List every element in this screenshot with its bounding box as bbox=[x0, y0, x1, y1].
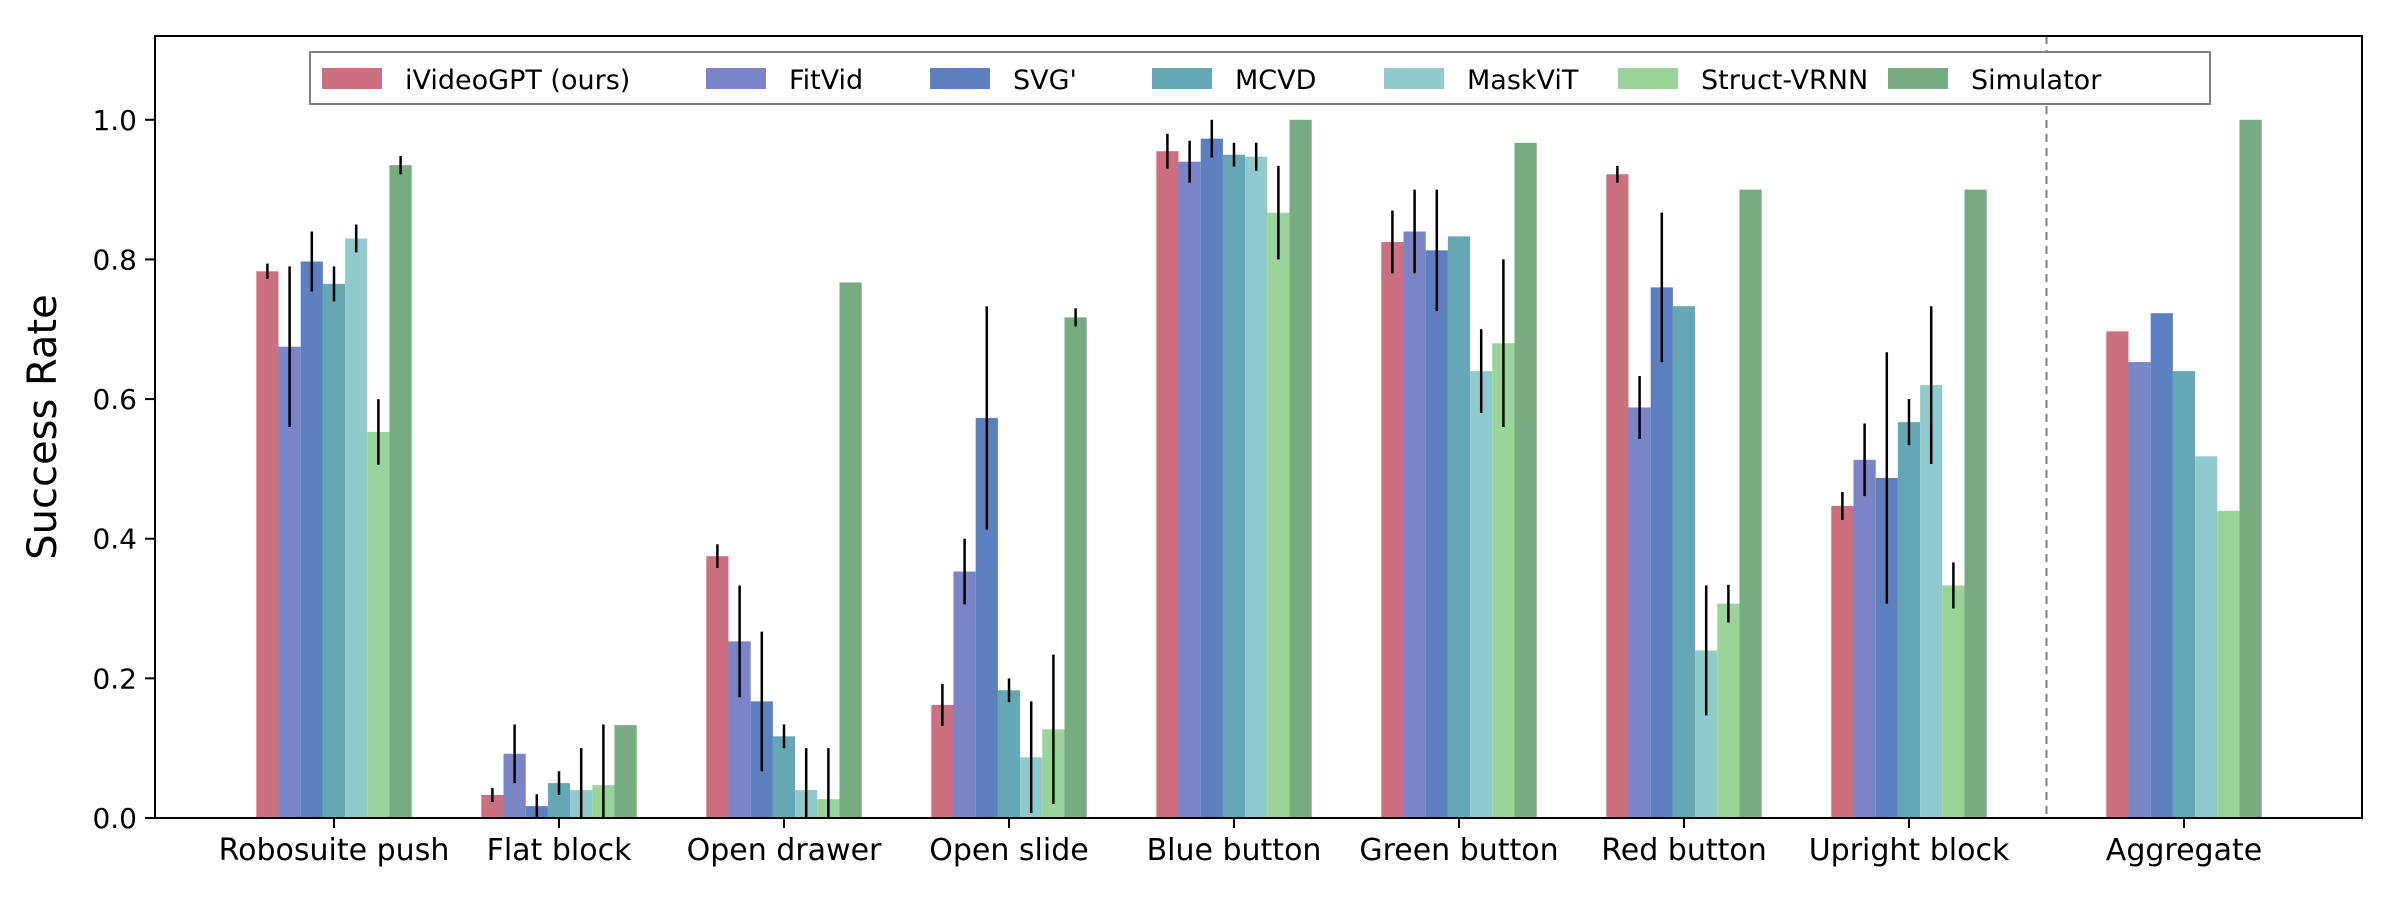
legend-label: MCVD bbox=[1235, 65, 1316, 96]
bar bbox=[1200, 138, 1223, 818]
legend-label: SVG' bbox=[1013, 65, 1077, 96]
bar bbox=[1875, 477, 1898, 818]
x-tick-label: Flat block bbox=[487, 833, 633, 868]
bar bbox=[1381, 241, 1404, 819]
bar bbox=[1717, 603, 1740, 818]
legend-swatch bbox=[1384, 68, 1444, 89]
bar bbox=[2128, 362, 2151, 818]
bar bbox=[503, 753, 526, 818]
x-tick-label: Open drawer bbox=[687, 833, 882, 868]
bar bbox=[1831, 505, 1854, 818]
bar bbox=[1289, 119, 1312, 819]
x-tick-label: Robosuite push bbox=[219, 833, 450, 868]
legend-label: Simulator bbox=[1971, 65, 2102, 96]
bar bbox=[1156, 151, 1179, 818]
bar bbox=[1628, 407, 1651, 818]
legend-swatch bbox=[706, 68, 766, 89]
legend-swatch bbox=[1888, 68, 1948, 89]
bar bbox=[1964, 189, 1987, 819]
bars-layer bbox=[256, 119, 2262, 819]
bar bbox=[931, 704, 954, 818]
bar bbox=[1470, 371, 1493, 818]
bar bbox=[1064, 317, 1087, 818]
bar bbox=[614, 725, 637, 818]
bar bbox=[256, 271, 279, 818]
legend-label: iVideoGPT (ours) bbox=[405, 65, 630, 96]
legend-swatch bbox=[1152, 68, 1212, 89]
bar bbox=[1492, 343, 1515, 818]
bar bbox=[389, 165, 412, 819]
legend-label: FitVid bbox=[789, 65, 863, 96]
x-tick-label: Open slide bbox=[929, 833, 1088, 868]
bar bbox=[322, 283, 346, 818]
bar bbox=[772, 736, 796, 818]
bar bbox=[367, 431, 390, 818]
bar bbox=[2150, 313, 2173, 818]
bar bbox=[2195, 456, 2218, 818]
bar bbox=[1245, 156, 1268, 819]
bar bbox=[547, 783, 571, 818]
bar bbox=[2106, 331, 2129, 818]
bar bbox=[2172, 371, 2196, 818]
y-tick-label: 0.6 bbox=[92, 383, 137, 416]
bar bbox=[1514, 142, 1537, 818]
y-tick-label: 0.0 bbox=[92, 802, 137, 835]
bar bbox=[1853, 459, 1876, 818]
bar bbox=[2217, 510, 2240, 818]
bar bbox=[1897, 422, 1921, 818]
legend-box bbox=[309, 51, 2211, 105]
error-bars-layer bbox=[266, 119, 1955, 818]
bar bbox=[1447, 236, 1471, 818]
bar bbox=[1695, 650, 1718, 818]
legend: iVideoGPT (ours) FitVid SVG' MCVD MaskViT Str… bbox=[309, 51, 2211, 105]
bar bbox=[2239, 119, 2262, 819]
bar bbox=[1672, 306, 1696, 818]
bar bbox=[997, 690, 1021, 818]
axes-layer: 0.0 0.2 0.4 0.6 0.8 1.0 Robosuite push Flat blo… bbox=[92, 104, 2262, 868]
x-tick-label: Green button bbox=[1359, 833, 1558, 868]
legend-swatch bbox=[1618, 68, 1678, 89]
bar bbox=[481, 794, 504, 818]
bar bbox=[975, 417, 998, 818]
x-tick-label: Upright block bbox=[1809, 833, 2010, 868]
bar bbox=[1222, 154, 1246, 818]
y-tick-label: 1.0 bbox=[92, 104, 137, 137]
plot-frame bbox=[154, 35, 2363, 819]
bar bbox=[839, 282, 862, 819]
bar bbox=[953, 571, 976, 818]
y-axis-label: Success Rate bbox=[20, 294, 66, 559]
legend-swatch bbox=[322, 68, 382, 89]
bar bbox=[1920, 385, 1943, 818]
bar bbox=[1739, 189, 1762, 819]
bar bbox=[1942, 585, 1965, 818]
legend-swatch bbox=[930, 68, 990, 89]
bar bbox=[278, 346, 301, 818]
y-tick-label: 0.8 bbox=[92, 243, 137, 276]
bar bbox=[1606, 174, 1629, 818]
bar bbox=[728, 641, 751, 818]
legend-label: Struct-VRNN bbox=[1701, 65, 1868, 96]
bar bbox=[1403, 231, 1426, 818]
bar bbox=[1178, 161, 1201, 818]
y-tick-label: 0.2 bbox=[92, 662, 137, 695]
x-tick-label: Blue button bbox=[1147, 833, 1322, 868]
x-tick-label: Aggregate bbox=[2106, 833, 2262, 868]
legend-label: MaskViT bbox=[1467, 65, 1579, 96]
bar bbox=[1425, 250, 1448, 819]
bar bbox=[345, 238, 368, 819]
bar bbox=[1650, 287, 1673, 818]
y-tick-label: 0.4 bbox=[92, 523, 137, 556]
x-tick-label: Red button bbox=[1601, 833, 1766, 868]
bar bbox=[706, 556, 729, 818]
bar bbox=[300, 261, 323, 818]
bar bbox=[1267, 212, 1290, 818]
